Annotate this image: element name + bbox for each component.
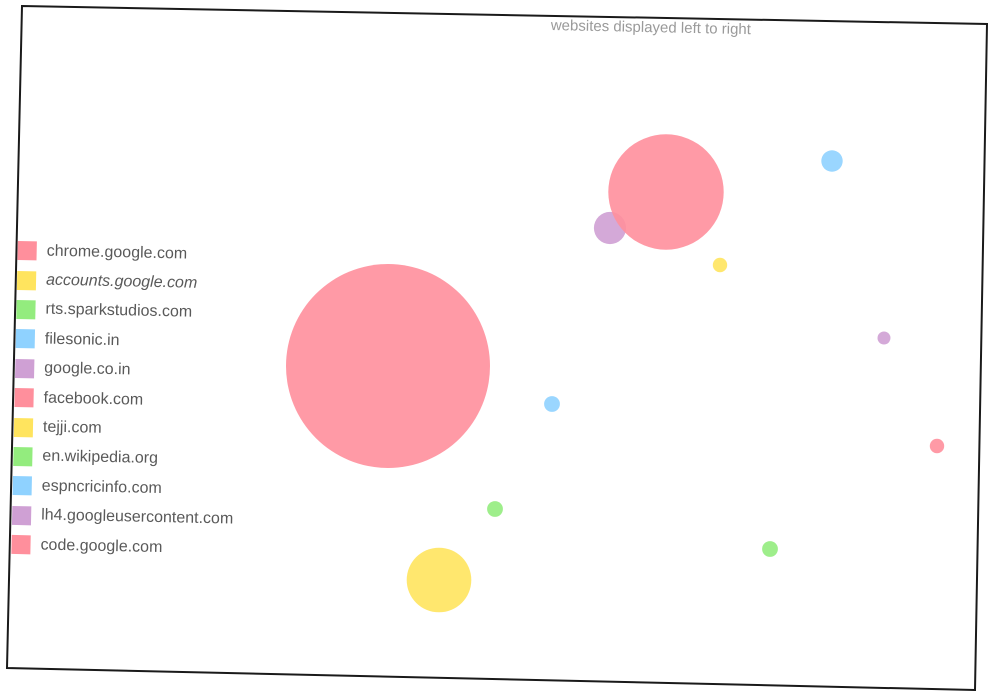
bubble-code-google-com [929, 438, 945, 454]
legend-item-lh4-googleusercontent-com: lh4.googleusercontent.com [11, 500, 234, 534]
legend-label: chrome.google.com [46, 242, 188, 263]
bubble-filesonic-in [544, 396, 560, 412]
legend-label: tejji.com [42, 418, 102, 437]
bubble-espncricinfo-com [821, 150, 843, 172]
legend-item-google-co-in: google.co.in [15, 354, 237, 388]
legend-swatch [14, 388, 34, 408]
legend-label: rts.sparkstudios.com [45, 301, 193, 322]
legend: chrome.google.com accounts.google.com rts.… [11, 236, 239, 564]
legend-item-espncricinfo-com: espncricinfo.com [12, 471, 234, 505]
bubble-tejji-com [712, 257, 728, 273]
legend-swatch [15, 329, 36, 349]
legend-label: google.co.in [44, 359, 131, 379]
legend-swatch [12, 476, 32, 496]
bubble-layer [286, 134, 945, 613]
legend-label: espncricinfo.com [41, 477, 162, 497]
bubble-rts-sparkstudios-com [487, 501, 503, 517]
bubble-accounts-google-com [406, 547, 472, 613]
legend-item-code-google-com: code.google.com [11, 530, 233, 564]
legend-label: accounts.google.com [45, 271, 198, 292]
legend-item-filesonic-in: filesonic.in [15, 324, 238, 358]
legend-item-chrome-google-com: chrome.google.com [17, 236, 239, 270]
legend-item-facebook-com: facebook.com [14, 383, 236, 417]
legend-swatch [16, 270, 37, 290]
legend-label: filesonic.in [44, 330, 120, 350]
bubble-facebook-com [608, 134, 724, 250]
legend-item-accounts-google-com: accounts.google.com [16, 265, 239, 299]
legend-swatch [15, 358, 35, 379]
sheet-border [5, 4, 989, 691]
legend-item-tejji-com: tejji.com [13, 412, 236, 446]
legend-item-rts-sparkstudios-com: rts.sparkstudios.com [16, 295, 238, 329]
legend-swatch [11, 505, 32, 526]
legend-swatch [16, 299, 36, 320]
legend-label: lh4.googleusercontent.com [40, 506, 234, 528]
legend-label: code.google.com [40, 536, 163, 556]
bubble-chrome-google-com [286, 264, 490, 468]
legend-swatch [13, 446, 33, 467]
bubble-en-wikipedia-org [762, 541, 778, 557]
legend-label: facebook.com [43, 389, 144, 409]
legend-swatch [17, 241, 37, 261]
bubble-lh4-googleusercontent-com [877, 331, 891, 345]
legend-label: en.wikipedia.org [42, 447, 159, 468]
legend-item-en-wikipedia-org: en.wikipedia.org [13, 442, 235, 476]
legend-swatch [13, 417, 34, 437]
legend-swatch [11, 535, 31, 555]
